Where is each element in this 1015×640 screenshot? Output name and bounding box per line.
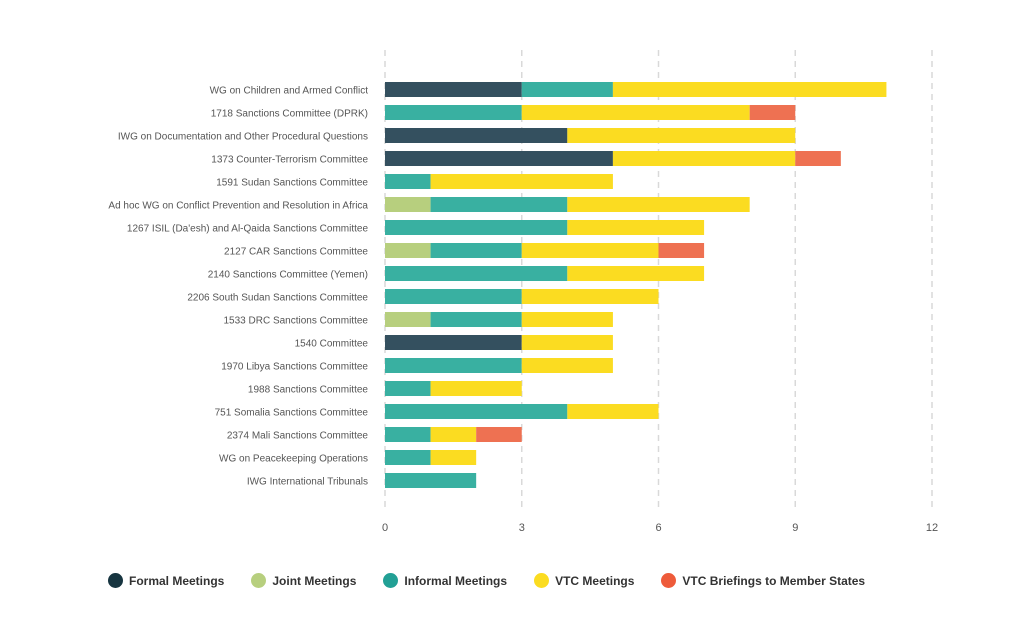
bar-segment	[385, 220, 568, 235]
legend-swatch	[534, 573, 550, 588]
bar-segment	[521, 312, 613, 327]
bar-segment	[430, 197, 568, 212]
x-tick-label: 6	[655, 522, 661, 534]
bar-segment	[385, 427, 431, 442]
legend-item: VTC Meetings	[534, 573, 634, 588]
bar-segment	[385, 128, 568, 143]
bar-segment	[385, 266, 568, 281]
category-label: 751 Somalia Sanctions Committee	[215, 408, 369, 419]
bar-segment	[430, 450, 477, 465]
bar-segment	[385, 381, 431, 396]
bar-segment	[385, 174, 431, 189]
category-label: 1970 Libya Sanctions Committee	[221, 362, 368, 373]
bar-segment	[385, 197, 431, 212]
bar-segment	[567, 197, 750, 212]
bar-segment	[385, 82, 522, 97]
category-label: 2206 South Sudan Sanctions Committee	[187, 293, 368, 304]
bar-segment	[385, 243, 431, 258]
legend-item: Formal Meetings	[108, 573, 224, 588]
category-label: WG on Peacekeeping Operations	[219, 454, 368, 465]
bar-segment	[521, 243, 659, 258]
bar-segment	[658, 243, 705, 258]
category-label: 2374 Mali Sanctions Committee	[227, 431, 369, 442]
bar-segment	[521, 358, 613, 373]
bar-segment	[430, 427, 477, 442]
bar-segment	[430, 243, 522, 258]
bar-segment	[567, 266, 705, 281]
category-label: IWG International Tribunals	[247, 477, 368, 488]
legend-label: VTC Briefings to Member States	[682, 573, 866, 588]
legend-label: Formal Meetings	[129, 573, 225, 588]
bar-segment	[476, 427, 522, 442]
category-label: 1533 DRC Sanctions Committee	[223, 316, 368, 327]
bar-segment	[430, 174, 613, 189]
bar-segment	[385, 358, 522, 373]
legend: Formal Meetings Joint Meetings Informal Me…	[108, 573, 892, 588]
x-tick-label: 12	[926, 522, 938, 534]
legend-swatch	[661, 573, 677, 588]
bar-segment	[795, 151, 841, 166]
bar-segment	[385, 312, 431, 327]
bar-segment	[385, 335, 522, 350]
legend-swatch	[383, 573, 399, 588]
x-tick-label: 0	[382, 522, 388, 534]
x-axis-ticks: 0 3 6 9 12	[382, 522, 938, 534]
bar-segment	[521, 335, 613, 350]
bar-segment	[385, 289, 522, 304]
bar-segment	[385, 473, 477, 488]
category-label: 2140 Sanctions Committee (Yemen)	[208, 270, 368, 281]
category-label: WG on Children and Armed Conflict	[210, 86, 369, 97]
legend-label: Joint Meetings	[272, 573, 357, 588]
category-labels: WG on Children and Armed Conflict 1718 Sa…	[108, 86, 368, 488]
bar-segment	[385, 404, 568, 419]
x-tick-label: 9	[792, 522, 798, 534]
bar-segment	[612, 151, 796, 166]
bars	[385, 82, 887, 488]
bar-segment	[521, 289, 659, 304]
bar-segment	[521, 82, 613, 97]
legend-label: VTC Meetings	[555, 573, 635, 588]
category-label: 1373 Counter-Terrorism Committee	[211, 155, 368, 166]
bar-segment	[430, 381, 522, 396]
category-label: 1988 Sanctions Committee	[248, 385, 369, 396]
bar-segment	[521, 105, 750, 120]
category-label: IWG on Documentation and Other Procedura…	[118, 132, 368, 143]
bar-segment	[430, 312, 522, 327]
bar-segment	[567, 220, 705, 235]
category-label: 2127 CAR Sanctions Committee	[224, 247, 368, 258]
legend-item: Informal Meetings	[383, 573, 507, 588]
legend-swatch	[251, 573, 267, 588]
bar-segment	[385, 450, 431, 465]
bar-segment	[385, 105, 522, 120]
category-label: 1591 Sudan Sanctions Committee	[216, 178, 368, 189]
x-tick-label: 3	[519, 522, 525, 534]
legend-item: VTC Briefings to Member States	[661, 573, 865, 588]
bar-segment	[749, 105, 796, 120]
category-label: Ad hoc WG on Conflict Prevention and Res…	[108, 201, 368, 212]
bar-segment	[567, 404, 659, 419]
category-label: 1267 ISIL (Da'esh) and Al-Qaida Sanction…	[127, 224, 369, 235]
legend-label: Informal Meetings	[404, 573, 508, 588]
legend-item: Joint Meetings	[251, 573, 356, 588]
category-label: 1718 Sanctions Committee (DPRK)	[211, 109, 368, 120]
bar-segment	[385, 151, 613, 166]
bar-segment	[612, 82, 887, 97]
legend-swatch	[108, 573, 123, 588]
category-label: 1540 Committee	[295, 339, 369, 350]
bar-segment	[567, 128, 796, 143]
